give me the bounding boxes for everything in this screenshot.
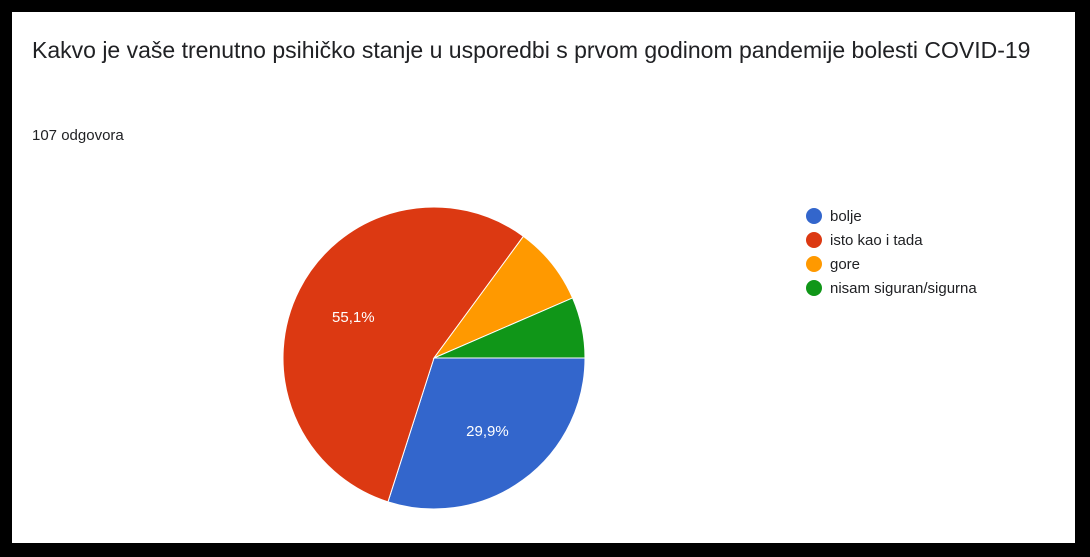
pie-chart: 29,9% 55,1%	[282, 206, 586, 510]
question-title: Kakvo je vaše trenutno psihičko stanje u…	[32, 37, 1031, 63]
legend-label-isto-kao-i-tada: isto kao i tada	[830, 231, 923, 249]
pie-slice-bolje[interactable]	[387, 357, 586, 510]
legend-swatch-isto-kao-i-tada	[806, 232, 822, 248]
legend-swatch-nisam-siguran	[806, 280, 822, 296]
response-count: 107 odgovora	[32, 127, 124, 144]
legend-item-nisam-siguran[interactable]: nisam siguran/sigurna	[806, 276, 977, 300]
legend-label-bolje: bolje	[830, 207, 862, 225]
pie-slice-isto-kao-i-tada[interactable]	[282, 206, 525, 503]
legend-label-gore: gore	[830, 255, 861, 273]
legend-item-isto-kao-i-tada[interactable]: isto kao i tada	[806, 228, 977, 252]
legend-swatch-gore	[806, 256, 822, 272]
slice-label-bolje: 29,9%	[466, 423, 509, 440]
legend-item-gore[interactable]: gore	[806, 252, 977, 276]
slice-label-isto-kao-i-tada: 55,1%	[332, 309, 375, 326]
legend-label-nisam-siguran: nisam siguran/sigurna	[830, 279, 977, 297]
legend-swatch-bolje	[806, 208, 822, 224]
pie-slice-nisam-siguran[interactable]	[433, 297, 586, 359]
chart-card: Kakvo je vaše trenutno psihičko stanje u…	[12, 12, 1075, 543]
legend-item-bolje[interactable]: bolje	[806, 204, 977, 228]
chart-legend: bolje isto kao i tada gore nisam siguran…	[806, 204, 977, 300]
